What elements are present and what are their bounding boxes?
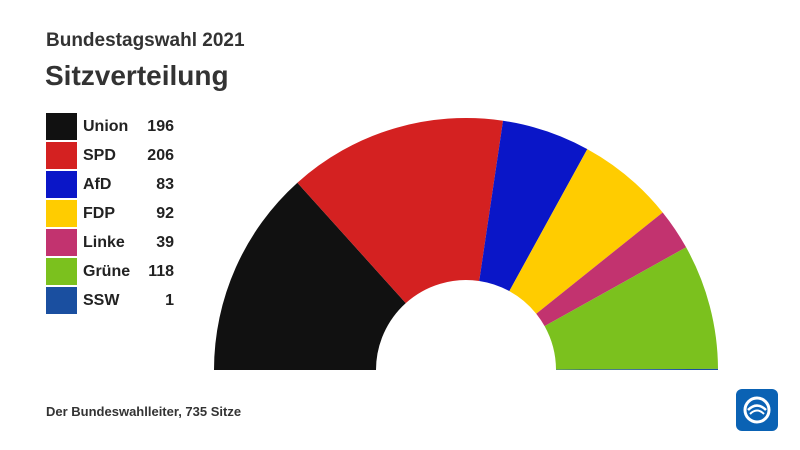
legend-swatch — [46, 258, 77, 285]
seat-segment-fdp — [509, 149, 663, 314]
legend: Union 196 SPD 206 AfD 83 FDP 92 Linke 39… — [46, 112, 176, 315]
seat-segment-gruene — [544, 247, 718, 370]
legend-item-spd: SPD 206 — [46, 141, 176, 170]
legend-swatch — [46, 229, 77, 256]
legend-label: SSW — [81, 287, 137, 314]
source-note: Der Bundeswahlleiter, 735 Sitze — [46, 404, 242, 419]
legend-item-linke: Linke 39 — [46, 228, 176, 257]
legend-value: 83 — [156, 176, 174, 193]
legend-value: 206 — [147, 147, 174, 164]
legend-value: 39 — [156, 234, 174, 251]
seat-segment-afd — [479, 120, 588, 292]
legend-label: FDP — [81, 200, 137, 227]
legend-swatch — [46, 171, 77, 198]
legend-value: 196 — [147, 118, 174, 135]
legend-label: AfD — [81, 171, 137, 198]
legend-item-afd: AfD 83 — [46, 170, 176, 199]
legend-swatch — [46, 287, 77, 314]
seat-segment-linke — [536, 212, 687, 327]
legend-item-ssw: SSW 1 — [46, 286, 176, 315]
legend-value: 118 — [148, 263, 174, 280]
legend-swatch — [46, 142, 77, 169]
legend-item-gruene: Grüne 118 — [46, 257, 176, 286]
chart-subtitle: Bundestagswahl 2021 — [46, 30, 245, 51]
seat-segment-spd — [297, 118, 504, 304]
legend-label: Union — [81, 113, 137, 140]
seat-segment-ssw — [555, 368, 718, 370]
chart-title: Sitzverteilung — [45, 60, 229, 91]
legend-item-union: Union 196 — [46, 112, 176, 141]
legend-value: 92 — [156, 205, 174, 222]
seat-segment-union — [214, 182, 406, 370]
ard-tagesschau-logo-icon — [736, 389, 778, 431]
legend-value: 1 — [165, 292, 174, 309]
legend-item-fdp: FDP 92 — [46, 199, 176, 228]
legend-label: Grüne — [81, 258, 137, 285]
legend-label: Linke — [81, 229, 137, 256]
legend-swatch — [46, 113, 77, 140]
legend-swatch — [46, 200, 77, 227]
legend-label: SPD — [81, 142, 137, 169]
